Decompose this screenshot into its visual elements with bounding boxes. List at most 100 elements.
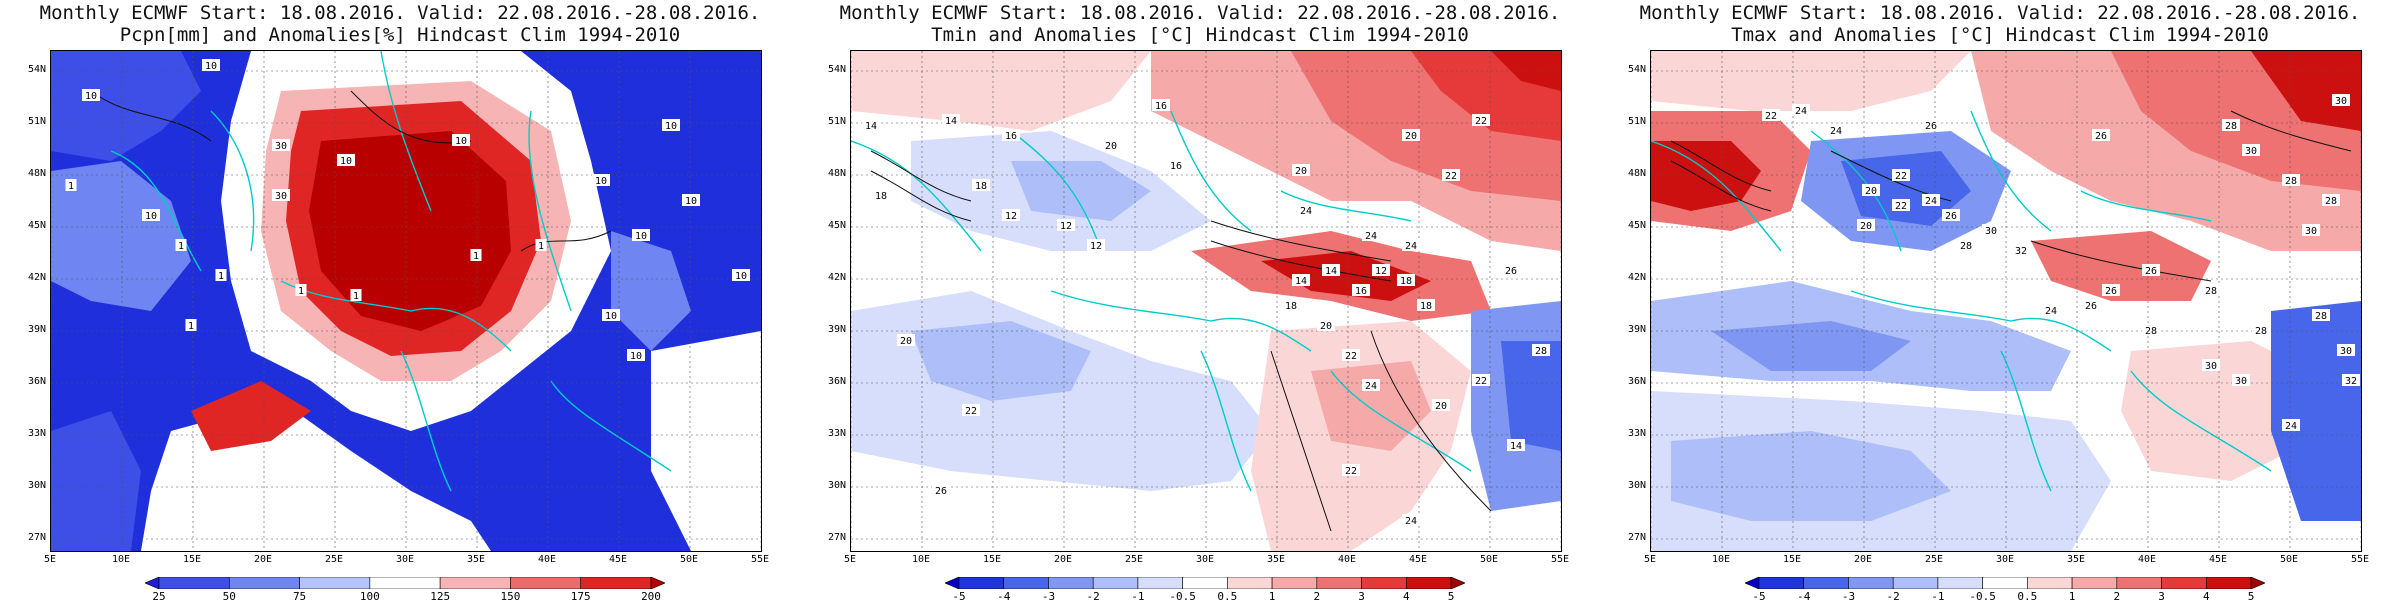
svg-text:12: 12	[1375, 266, 1387, 277]
anomaly-region	[2031, 231, 2211, 301]
svg-text:22: 22	[1765, 111, 1777, 122]
colorbar-arrow-high	[1450, 577, 1465, 589]
colorbar-swatch	[1003, 577, 1049, 589]
contour-label: 14	[1322, 264, 1340, 277]
latitude-label: 36N	[1627, 376, 1646, 387]
contour-label: 30	[2202, 359, 2220, 372]
contour-label: 24	[1402, 514, 1420, 527]
svg-text:24: 24	[2285, 421, 2297, 432]
latitude-label: 27N	[27, 532, 46, 543]
colorbar-arrow-low	[945, 577, 960, 589]
colorbar-tick-label: -1	[1931, 590, 1945, 603]
svg-text:26: 26	[2145, 266, 2157, 277]
svg-text:32: 32	[2345, 376, 2357, 387]
contour-label: 1	[215, 269, 227, 282]
svg-text:24: 24	[1925, 196, 1937, 207]
longitude-label: 15E	[182, 554, 202, 565]
contour-label: 28	[2222, 119, 2240, 132]
latitude-label: 33N	[27, 428, 46, 439]
contour-label: 12	[1057, 219, 1075, 232]
longitude-label: 25E	[324, 554, 344, 565]
contour-label: 10	[142, 209, 160, 222]
contour-label: 30	[2302, 224, 2320, 237]
contour-labels: 22 24 24 26 26 28 28 28 30 30 30 20 22 24 26 28 30 32 26 24…	[1762, 94, 2360, 432]
longitude-label: 45E	[2208, 554, 2228, 565]
latitude-label: 45N	[827, 220, 846, 231]
colorbar-tick-label: 3	[1358, 590, 1365, 603]
svg-text:24: 24	[2045, 306, 2057, 317]
colorbar-tick-label: 150	[500, 590, 521, 603]
longitude-label: 40E	[2137, 554, 2157, 565]
contour-label: 10	[662, 119, 680, 132]
coastline	[1050, 290, 1472, 492]
svg-text:28: 28	[2315, 311, 2327, 322]
svg-text:14: 14	[1510, 441, 1522, 452]
svg-text:10: 10	[145, 211, 157, 222]
panel-pcpn: Monthly ECMWF Start: 18.08.2016. Valid: …	[0, 0, 800, 603]
contour-label: 22	[1342, 349, 1360, 362]
latitude-label: 42N	[27, 272, 46, 283]
contour-label: 28	[1957, 239, 1975, 252]
contour-label: 26	[1922, 119, 1940, 132]
svg-text:20: 20	[900, 336, 912, 347]
contour-label: 22	[1472, 114, 1490, 127]
contour-label: 18	[1417, 299, 1435, 312]
contour-label: 28	[1532, 344, 1550, 357]
svg-text:28: 28	[2145, 326, 2157, 337]
svg-text:18: 18	[1400, 276, 1412, 287]
longitude-label: 50E	[1479, 554, 1499, 565]
svg-text:10: 10	[635, 231, 647, 242]
contour-label: 10	[627, 349, 645, 362]
grid-lines	[1651, 51, 2361, 551]
colorbar-swatch	[439, 577, 511, 589]
svg-text:10: 10	[455, 136, 467, 147]
contour-label: 12	[1002, 209, 1020, 222]
contour-label: 12	[1372, 264, 1390, 277]
longitude-label: 30E	[395, 554, 415, 565]
latitude-label: 54N	[827, 64, 846, 75]
svg-text:14: 14	[1325, 266, 1337, 277]
colorbar-arrow-high	[2250, 577, 2265, 589]
contour-label: 10	[202, 59, 220, 72]
colorbar-swatch	[1182, 577, 1228, 589]
panel-tmax: Monthly ECMWF Start: 18.08.2016. Valid: …	[1600, 0, 2400, 603]
coastline	[851, 110, 1412, 252]
tmax-anomaly-map: 22 24 24 26 26 28 28 28 30 30 30 20 22 24 26 28 30 32 26 24…	[1651, 51, 2361, 551]
colorbar-tick-label: 125	[430, 590, 451, 603]
longitude-label: 25E	[1124, 554, 1144, 565]
contour-label: 10	[592, 174, 610, 187]
contour-label: 30	[272, 189, 290, 202]
colorbar-tick-label: -3	[1841, 590, 1856, 603]
contour-line	[1670, 110, 2352, 282]
colorbar-arrow-high	[650, 577, 665, 589]
svg-text:20: 20	[1295, 166, 1307, 177]
svg-text:18: 18	[1420, 301, 1432, 312]
contour-label: 26	[2102, 284, 2120, 297]
contour-label: 1	[295, 284, 307, 297]
latitude-label: 48N	[1627, 168, 1646, 179]
contour-labels: 14 14 16 16 16 18 18 20 20 20 22 22 24 24 24 26 12 12 12 14…	[862, 99, 1550, 527]
contour-label: 20	[1292, 164, 1310, 177]
coastline	[1651, 110, 2212, 252]
colorbar-tick-label: 2	[1313, 590, 1321, 603]
svg-text:26: 26	[2095, 131, 2107, 142]
contour-label: 14	[862, 119, 880, 132]
colorbar-swatch	[510, 577, 582, 589]
longitude-label: 5E	[43, 554, 57, 565]
anomaly-region	[571, 51, 761, 291]
contour-label: 32	[2012, 244, 2030, 257]
contour-label: 24	[2282, 419, 2300, 432]
latitude-label: 51N	[1627, 116, 1646, 127]
svg-text:22: 22	[1895, 171, 1907, 182]
contour-label: 16	[1352, 284, 1370, 297]
grid-lines	[51, 51, 761, 551]
svg-text:14: 14	[945, 116, 957, 127]
colorbar-tick-label: 5	[2247, 590, 2255, 603]
svg-text:20: 20	[1405, 131, 1417, 142]
svg-text:10: 10	[85, 91, 97, 102]
colorbar-swatch	[1092, 577, 1139, 589]
contour-label: 10	[632, 229, 650, 242]
colorbar-swatch	[1803, 577, 1849, 589]
longitude-label: 40E	[1337, 554, 1357, 565]
